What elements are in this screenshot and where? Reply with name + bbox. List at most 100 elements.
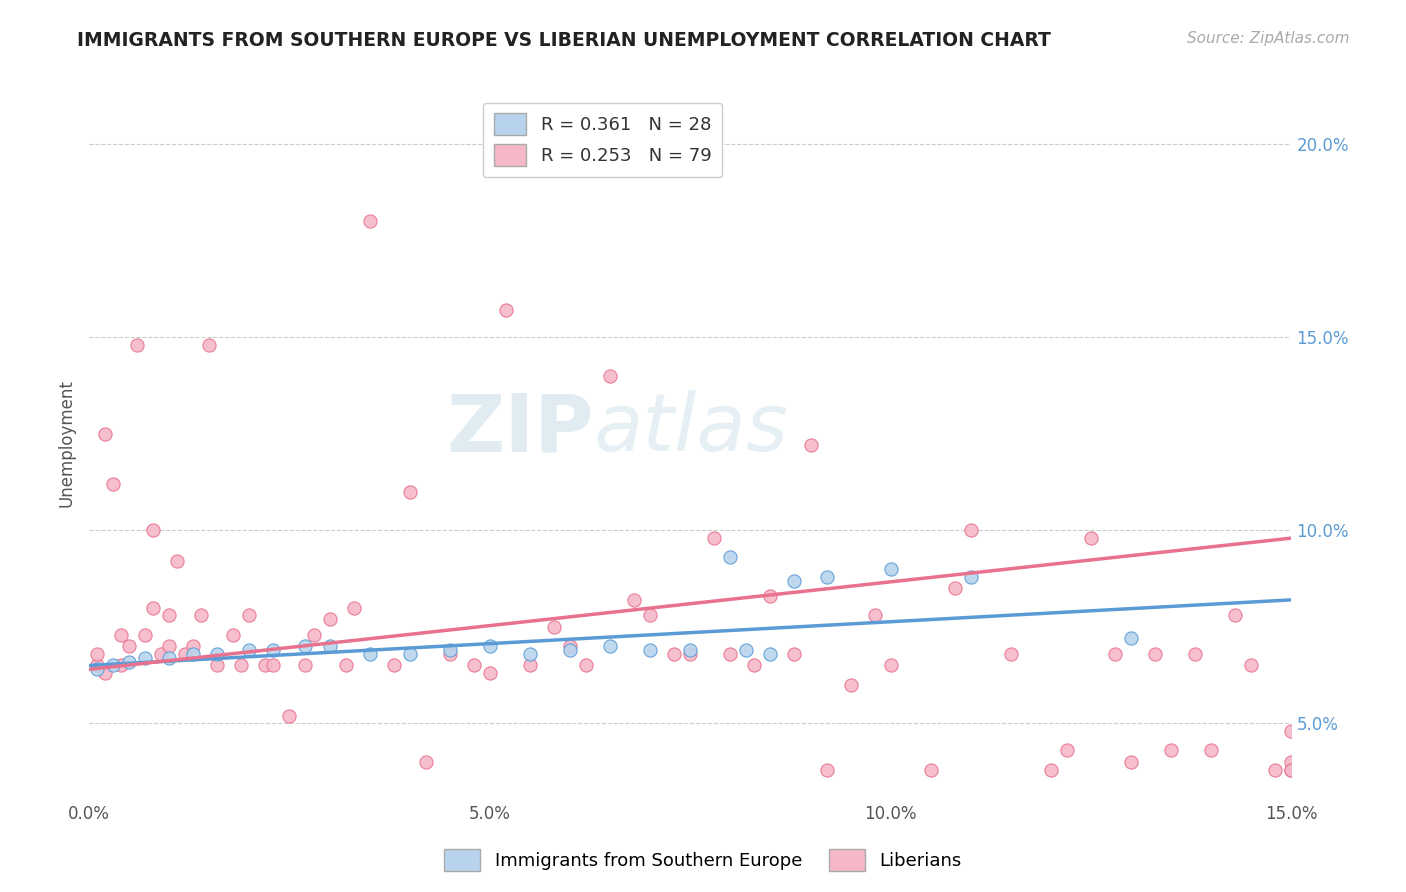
Point (415, 755, 437, 769)
Point (318, 639, 340, 653)
Point (718, 647, 741, 661)
Point (335, 658, 357, 673)
Point (238, 643, 260, 657)
Point (86, 647, 108, 661)
Point (744, 658, 766, 673)
Point (735, 643, 758, 657)
Point (799, 438, 821, 452)
Point (127, 338, 149, 352)
Point (342, 600, 364, 615)
Point (519, 647, 541, 661)
Point (638, 643, 661, 657)
Point (1056, 743, 1078, 757)
Point (382, 658, 405, 673)
Point (86, 662, 108, 676)
Text: ZIP: ZIP (447, 390, 595, 468)
Point (543, 620, 565, 634)
Point (943, 581, 966, 595)
Point (1240, 658, 1263, 673)
Point (110, 627, 132, 641)
Point (599, 368, 621, 383)
Point (1144, 647, 1167, 661)
Point (157, 650, 180, 665)
Point (478, 666, 501, 681)
Point (222, 627, 245, 641)
Point (359, 214, 381, 228)
Point (262, 643, 284, 657)
Point (638, 608, 661, 623)
Point (759, 589, 782, 603)
Point (679, 643, 702, 657)
Point (181, 639, 204, 653)
Point (134, 627, 156, 641)
Point (558, 643, 581, 657)
Point (118, 639, 141, 653)
Point (575, 658, 598, 673)
Point (174, 647, 197, 661)
Point (703, 531, 725, 545)
Point (198, 338, 221, 352)
Point (318, 612, 340, 626)
Point (359, 647, 381, 661)
Point (599, 639, 621, 653)
Point (1104, 647, 1126, 661)
Point (262, 658, 284, 673)
Point (783, 647, 806, 661)
Point (1000, 647, 1022, 661)
Point (815, 570, 838, 584)
Point (1281, 755, 1303, 769)
Point (278, 708, 301, 723)
Point (150, 647, 173, 661)
Point (207, 647, 229, 661)
Point (439, 643, 461, 657)
Point (190, 608, 212, 623)
Point (664, 647, 686, 661)
Point (920, 763, 942, 777)
Point (110, 658, 132, 673)
Point (101, 658, 124, 673)
Point (94, 426, 117, 441)
Point (166, 554, 188, 568)
Point (1225, 608, 1247, 623)
Point (439, 647, 461, 661)
Point (839, 678, 862, 692)
Point (463, 658, 485, 673)
Text: atlas: atlas (595, 390, 789, 468)
Point (207, 658, 229, 673)
Point (478, 639, 501, 653)
Point (879, 562, 901, 576)
Point (1264, 763, 1286, 777)
Point (959, 570, 981, 584)
Point (302, 627, 325, 641)
Point (398, 484, 420, 499)
Point (1160, 743, 1182, 757)
Point (294, 658, 316, 673)
Point (294, 639, 316, 653)
Point (519, 658, 541, 673)
Point (254, 658, 277, 673)
Point (1039, 763, 1062, 777)
Y-axis label: Unemployment: Unemployment (58, 380, 75, 508)
Text: IMMIGRANTS FROM SOUTHERN EUROPE VS LIBERIAN UNEMPLOYMENT CORRELATION CHART: IMMIGRANTS FROM SOUTHERN EUROPE VS LIBER… (77, 31, 1052, 50)
Point (398, 647, 420, 661)
Point (181, 647, 204, 661)
Point (863, 608, 886, 623)
Point (879, 658, 901, 673)
Point (1281, 763, 1303, 777)
Point (558, 639, 581, 653)
Point (142, 524, 165, 538)
Point (157, 608, 180, 623)
Legend: Immigrants from Southern Europe, Liberians: Immigrants from Southern Europe, Liberia… (437, 842, 969, 879)
Point (815, 763, 838, 777)
Point (759, 647, 782, 661)
Text: Source: ZipAtlas.com: Source: ZipAtlas.com (1187, 31, 1350, 46)
Point (157, 639, 180, 653)
Point (1281, 724, 1303, 739)
Point (118, 655, 141, 669)
Point (94, 666, 117, 681)
Point (86, 658, 108, 673)
Point (679, 647, 702, 661)
Point (1281, 763, 1303, 777)
Legend: R = 0.361   N = 28, R = 0.253   N = 79: R = 0.361 N = 28, R = 0.253 N = 79 (482, 103, 723, 178)
Point (134, 650, 156, 665)
